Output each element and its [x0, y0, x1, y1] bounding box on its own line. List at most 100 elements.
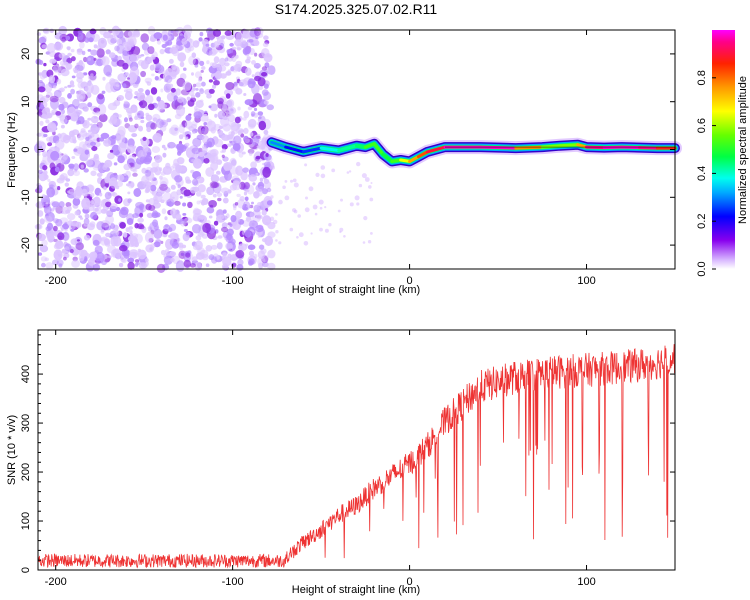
noise-blob: [62, 134, 70, 144]
noise-blob: [101, 56, 110, 67]
noise-blob: [159, 183, 168, 191]
noise-blob: [170, 184, 176, 190]
noise-blob: [106, 210, 114, 218]
noise-blob: [177, 52, 187, 62]
noise-blob: [181, 38, 188, 45]
noise-blob: [87, 102, 93, 108]
noise-blob: [47, 209, 51, 214]
noise-blob: [203, 113, 207, 117]
noise-blob: [36, 233, 47, 242]
noise-blob: [116, 180, 123, 187]
noise-dot: [297, 214, 302, 218]
noise-blob: [201, 66, 206, 70]
noise-blob: [85, 136, 90, 141]
noise-blob: [142, 144, 149, 152]
noise-blob: [236, 193, 241, 198]
noise-blob: [220, 35, 226, 40]
noise-blob: [118, 262, 124, 268]
noise-blob: [223, 89, 234, 97]
noise-blob: [133, 161, 142, 170]
noise-blob: [56, 186, 61, 191]
noise-blob: [206, 60, 210, 65]
noise-blob: [104, 238, 110, 245]
noise-blob: [39, 218, 45, 225]
noise-blob: [38, 72, 42, 76]
noise-blob: [58, 263, 63, 268]
noise-blob: [71, 129, 80, 136]
noise-dot: [271, 165, 275, 170]
noise-blob: [252, 182, 256, 186]
noise-dot: [364, 177, 370, 182]
noise-blob: [127, 261, 135, 270]
x-tick-label: -200: [45, 576, 67, 588]
noise-blob: [251, 83, 260, 95]
noise-blob: [117, 95, 124, 101]
noise-blob: [190, 186, 197, 194]
noise-blob: [72, 98, 80, 109]
noise-blob: [47, 142, 53, 147]
noise-blobs: [34, 24, 374, 273]
noise-blob: [192, 40, 200, 48]
noise-blob: [56, 177, 65, 184]
noise-blob: [157, 100, 165, 109]
x-tick-label: -200: [45, 275, 67, 287]
noise-blob: [178, 134, 184, 140]
noise-blob: [102, 164, 108, 171]
noise-dot: [282, 185, 286, 190]
noise-blob: [261, 89, 269, 96]
noise-dot: [303, 241, 309, 246]
noise-blob: [248, 174, 258, 182]
noise-blob: [73, 69, 79, 74]
noise-blob: [100, 132, 110, 139]
noise-blob: [229, 223, 233, 227]
noise-blob: [253, 62, 261, 69]
noise-blob: [155, 118, 164, 129]
noise-blob: [60, 68, 70, 77]
noise-blob: [132, 172, 138, 177]
noise-blob: [214, 113, 218, 118]
noise-blob: [83, 222, 89, 227]
noise-blob: [138, 101, 144, 106]
noise-blob: [231, 262, 237, 268]
noise-blob: [149, 64, 155, 71]
noise-blob: [102, 76, 106, 81]
noise-blob: [76, 49, 83, 55]
noise-blob: [151, 161, 160, 168]
noise-blob: [217, 197, 222, 202]
noise-blob: [191, 52, 197, 58]
noise-blob: [41, 262, 46, 268]
noise-blob: [221, 144, 228, 150]
y-tick-label: 200: [20, 463, 32, 481]
noise-blob: [100, 208, 108, 214]
noise-blob: [247, 148, 255, 154]
noise-blob: [147, 152, 151, 156]
noise-blob: [182, 213, 187, 216]
noise-blob: [79, 130, 88, 137]
noise-blob: [89, 28, 97, 35]
noise-blob: [37, 210, 44, 217]
noise-blob: [254, 52, 258, 57]
noise-blob: [70, 88, 75, 95]
noise-blob: [250, 111, 256, 117]
noise-blob: [196, 191, 202, 197]
noise-blob: [69, 248, 74, 254]
noise-blob: [95, 203, 103, 209]
noise-dot: [319, 227, 323, 232]
noise-blob: [173, 234, 179, 240]
noise-blob: [174, 175, 183, 183]
noise-blob: [262, 42, 269, 48]
noise-blob: [208, 88, 215, 94]
colorbar-ticks: 0.0 0.2 0.4 0.6 0.8: [696, 70, 716, 277]
noise-blob: [126, 183, 131, 187]
noise-blob: [209, 36, 214, 41]
noise-blob: [145, 114, 153, 121]
noise-blob: [70, 48, 75, 53]
noise-blob: [76, 72, 85, 79]
noise-blob: [145, 199, 150, 203]
y-tick-label: 10: [20, 96, 32, 108]
noise-blob: [61, 206, 69, 215]
noise-blob: [156, 263, 166, 273]
noise-blob: [39, 120, 44, 126]
noise-blob: [43, 133, 48, 138]
noise-blob: [134, 123, 139, 129]
